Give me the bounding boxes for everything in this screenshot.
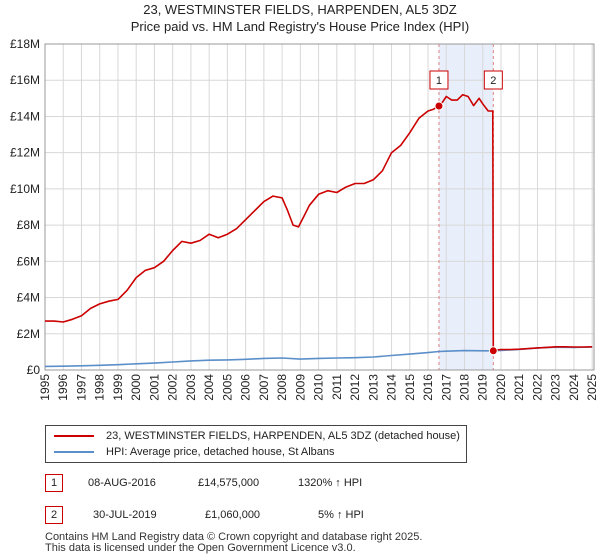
y-tick-label: £6M bbox=[17, 254, 40, 268]
footer-line-1: Contains HM Land Registry data © Crown c… bbox=[45, 531, 423, 543]
sale-row-2: 2 30-JUL-2019 £1,060,000 5% ↑ HPI bbox=[0, 504, 600, 526]
x-tick-label: 1996 bbox=[56, 374, 70, 401]
x-tick-label: 2006 bbox=[239, 374, 253, 401]
x-tick-label: 2017 bbox=[439, 374, 453, 401]
x-tick-label: 2014 bbox=[385, 374, 399, 401]
x-tick-label: 2003 bbox=[184, 374, 198, 401]
x-tick-label: 2007 bbox=[257, 374, 271, 401]
x-tick-label: 2025 bbox=[585, 374, 599, 401]
y-tick-label: £8M bbox=[17, 218, 40, 232]
sale-point bbox=[488, 346, 498, 356]
sale-price: £14,575,000 bbox=[198, 477, 260, 489]
y-tick-label: £0 bbox=[27, 363, 41, 377]
y-tick-label: £18M bbox=[10, 37, 40, 51]
sale-marker-box bbox=[483, 70, 503, 90]
legend: 23, WESTMINSTER FIELDS, HARPENDEN, AL5 3… bbox=[45, 425, 467, 463]
sale-period-shading bbox=[438, 44, 494, 370]
footer: Contains HM Land Registry data © Crown c… bbox=[45, 532, 422, 554]
x-tick-label: 2002 bbox=[166, 374, 180, 401]
chart-subtitle: Price paid vs. HM Land Registry's House … bbox=[130, 19, 470, 34]
x-tick-label: 1995 bbox=[38, 374, 52, 401]
x-tick-label: 2008 bbox=[275, 374, 289, 401]
y-tick-label: £2M bbox=[17, 327, 40, 341]
sale-hpi-change: 1320% ↑ HPI bbox=[298, 477, 363, 489]
x-tick-label: 2016 bbox=[421, 374, 435, 401]
x-tick-label: 2001 bbox=[147, 374, 161, 401]
legend-swatch-property bbox=[54, 435, 94, 438]
x-tick-label: 2015 bbox=[403, 374, 417, 401]
x-tick-label: 2022 bbox=[530, 374, 544, 401]
sale-marker-box bbox=[429, 70, 449, 90]
y-tick-label: £12M bbox=[10, 146, 40, 160]
x-tick-label: 2018 bbox=[458, 374, 472, 401]
legend-label-hpi: HPI: Average price, detached house, St A… bbox=[106, 446, 335, 458]
x-tick-label: 2023 bbox=[549, 374, 563, 401]
sale-price: £1,060,000 bbox=[205, 509, 261, 521]
plot-area bbox=[45, 44, 594, 370]
x-tick-label: 2004 bbox=[202, 374, 216, 401]
footer-line-2: This data is licensed under the Open Gov… bbox=[45, 542, 356, 554]
x-tick-label: 2009 bbox=[293, 374, 307, 401]
x-tick-label: 2011 bbox=[330, 374, 344, 400]
y-tick-label: £10M bbox=[10, 182, 40, 196]
y-tick-label: £4M bbox=[17, 291, 40, 305]
legend-label-property: 23, WESTMINSTER FIELDS, HARPENDEN, AL5 3… bbox=[106, 430, 460, 442]
sale-marker-label: 1 bbox=[436, 75, 442, 87]
plot-frame bbox=[44, 43, 595, 371]
x-tick-label: 2013 bbox=[366, 374, 380, 401]
sale-badge: 2 bbox=[45, 506, 63, 524]
sale-marker-label: 2 bbox=[490, 75, 496, 87]
x-tick-label: 2021 bbox=[512, 374, 526, 401]
sale-badge: 1 bbox=[45, 474, 63, 492]
x-tick-label: 2000 bbox=[129, 374, 143, 401]
legend-item-hpi: HPI: Average price, detached house, St A… bbox=[54, 444, 335, 460]
x-tick-label: 2012 bbox=[348, 374, 362, 401]
sale-point bbox=[434, 101, 444, 111]
legend-item-property: 23, WESTMINSTER FIELDS, HARPENDEN, AL5 3… bbox=[54, 428, 460, 444]
legend-swatch-hpi bbox=[54, 451, 94, 454]
x-tick-label: 2019 bbox=[476, 374, 490, 401]
sale-hpi-change: 5% ↑ HPI bbox=[318, 509, 364, 521]
price-chart: £0 £2M £4M £6M £8M £10M £12M £14M £16M £18M 1995 19… bbox=[10, 37, 599, 401]
x-tick-label: 1997 bbox=[74, 374, 88, 401]
sale-row-1: 1 08-AUG-2016 £14,575,000 1320% ↑ HPI bbox=[0, 472, 600, 494]
sale-date: 30-JUL-2019 bbox=[93, 509, 157, 521]
chart-title: 23, WESTMINSTER FIELDS, HARPENDEN, AL5 3… bbox=[143, 2, 457, 17]
x-tick-label: 2005 bbox=[220, 374, 234, 401]
y-tick-label: £16M bbox=[10, 73, 40, 87]
x-tick-label: 2024 bbox=[567, 374, 581, 401]
x-tick-label: 2020 bbox=[494, 374, 508, 401]
x-tick-label: 1998 bbox=[93, 374, 107, 401]
y-tick-label: £14M bbox=[10, 109, 40, 123]
x-tick-label: 2010 bbox=[312, 374, 326, 401]
sale-date: 08-AUG-2016 bbox=[88, 477, 156, 489]
x-tick-label: 1999 bbox=[111, 374, 125, 401]
